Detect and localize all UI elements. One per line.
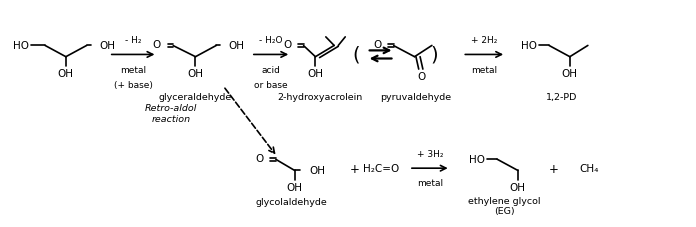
Text: + 3H₂: + 3H₂ <box>416 149 443 158</box>
Text: Retro-aldol
reaction: Retro-aldol reaction <box>145 104 198 123</box>
Text: glyceraldehyde: glyceraldehyde <box>159 92 232 101</box>
Text: ): ) <box>431 46 438 65</box>
Text: OH: OH <box>308 69 324 79</box>
Text: O: O <box>418 72 426 81</box>
Text: O: O <box>373 40 381 50</box>
Text: pyruvaldehyde: pyruvaldehyde <box>381 92 452 101</box>
Text: +: + <box>350 162 360 175</box>
Text: ethylene glycol
(EG): ethylene glycol (EG) <box>468 196 540 215</box>
Text: + 2H₂: + 2H₂ <box>471 36 498 45</box>
Text: O: O <box>255 153 263 163</box>
Text: OH: OH <box>58 69 74 79</box>
Text: HO: HO <box>468 155 484 164</box>
Text: metal: metal <box>417 178 443 188</box>
Text: OH: OH <box>187 69 203 79</box>
Text: (+ base): (+ base) <box>113 81 152 90</box>
Text: metal: metal <box>120 65 146 74</box>
Text: OH: OH <box>287 182 303 192</box>
Text: OH: OH <box>562 69 578 79</box>
Text: O: O <box>152 40 161 50</box>
Text: OH: OH <box>510 182 526 192</box>
Text: (: ( <box>352 46 359 65</box>
Text: HO: HO <box>521 41 537 51</box>
Text: HO: HO <box>13 41 29 51</box>
Text: acid: acid <box>262 65 280 74</box>
Text: or base: or base <box>254 81 288 90</box>
Text: - H₂: - H₂ <box>125 36 141 45</box>
Text: 2-hydroxyacrolein: 2-hydroxyacrolein <box>278 92 363 101</box>
Text: OH: OH <box>99 41 115 51</box>
Text: +: + <box>549 162 559 175</box>
Text: CH₄: CH₄ <box>580 163 599 173</box>
Text: glycolaldehyde: glycolaldehyde <box>255 197 327 207</box>
Text: 1,2-PD: 1,2-PD <box>546 92 577 101</box>
Text: - H₂O: - H₂O <box>260 36 283 45</box>
Text: OH: OH <box>229 41 245 51</box>
Text: OH: OH <box>310 166 326 176</box>
Text: H₂C=O: H₂C=O <box>363 163 400 173</box>
Text: O: O <box>283 40 291 50</box>
Text: metal: metal <box>471 65 497 74</box>
